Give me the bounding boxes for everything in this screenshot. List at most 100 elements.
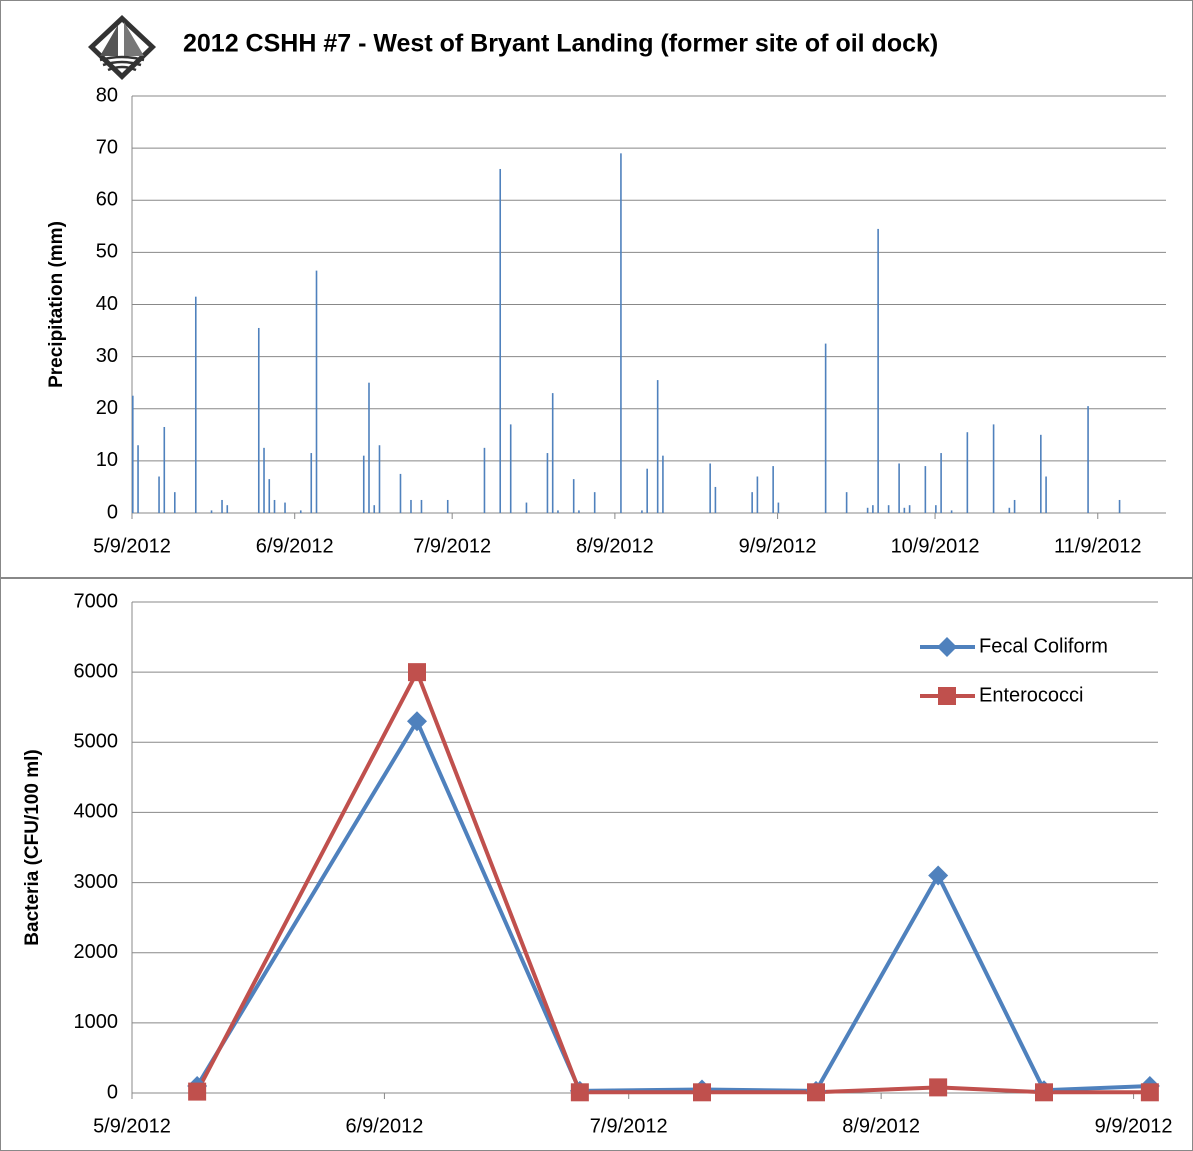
bar bbox=[420, 499, 423, 513]
bar bbox=[210, 510, 213, 513]
legend-marker bbox=[937, 637, 957, 657]
y-tick-label: 2000 bbox=[74, 941, 119, 963]
marker bbox=[807, 1083, 825, 1102]
bar bbox=[641, 510, 643, 513]
y-tick-label: 80 bbox=[96, 84, 118, 106]
x-tick-label: 10/9/2012 bbox=[891, 535, 980, 557]
y-tick-label: 20 bbox=[96, 397, 118, 419]
x-tick-label: 7/9/2012 bbox=[590, 1115, 668, 1137]
bar bbox=[903, 507, 906, 513]
y-tick-label: 6000 bbox=[74, 660, 119, 682]
y-tick-label: 1000 bbox=[74, 1011, 119, 1033]
bar bbox=[557, 510, 559, 513]
marker bbox=[408, 663, 426, 682]
panel-border bbox=[0, 0, 1193, 578]
bar bbox=[499, 168, 502, 513]
y-tick-label: 0 bbox=[107, 501, 118, 523]
bar bbox=[824, 343, 827, 513]
marker bbox=[693, 1083, 711, 1102]
y-tick-label: 40 bbox=[96, 293, 118, 315]
legend-marker bbox=[938, 687, 956, 705]
bar bbox=[132, 395, 134, 513]
bar bbox=[714, 486, 717, 513]
bar bbox=[966, 432, 969, 513]
bar bbox=[373, 505, 376, 513]
y-tick-label: 60 bbox=[96, 189, 118, 211]
bar bbox=[194, 296, 197, 513]
bar bbox=[378, 445, 381, 513]
bar bbox=[646, 468, 648, 513]
bar bbox=[924, 466, 927, 513]
x-tick-label: 5/9/2012 bbox=[93, 1115, 171, 1137]
bar bbox=[756, 476, 759, 513]
bar bbox=[173, 492, 176, 513]
x-tick-label: 9/9/2012 bbox=[739, 535, 817, 557]
legend-label: Enterococci bbox=[979, 684, 1084, 706]
bar bbox=[257, 327, 260, 513]
bar bbox=[872, 505, 874, 513]
bar bbox=[551, 393, 554, 513]
y-tick-label: 0 bbox=[107, 1081, 118, 1103]
bar bbox=[887, 505, 890, 513]
line bbox=[195, 716, 1150, 1093]
bar bbox=[751, 492, 753, 513]
bar bbox=[446, 499, 449, 513]
line bbox=[195, 667, 1150, 1095]
marker bbox=[570, 1083, 589, 1102]
panel-border bbox=[0, 578, 1193, 1151]
bar bbox=[362, 455, 365, 513]
bar bbox=[940, 453, 942, 513]
bar bbox=[898, 463, 900, 513]
bar bbox=[935, 505, 937, 513]
bar bbox=[226, 505, 229, 513]
x-tick-label: 7/9/2012 bbox=[413, 535, 491, 557]
y-tick-label: 4000 bbox=[74, 801, 119, 823]
bar bbox=[866, 507, 869, 513]
marker bbox=[188, 1082, 207, 1101]
x-tick-label: 6/9/2012 bbox=[256, 535, 334, 557]
bar bbox=[1087, 406, 1089, 513]
x-tick-label: 11/9/2012 bbox=[1054, 535, 1142, 557]
bar bbox=[163, 426, 166, 513]
bar bbox=[268, 479, 271, 513]
y-tick-label: 5000 bbox=[74, 731, 119, 753]
bar bbox=[908, 505, 911, 513]
bar bbox=[509, 424, 512, 513]
marker bbox=[1140, 1083, 1159, 1102]
bar bbox=[483, 447, 486, 513]
y-axis-label: Precipitation (mm) bbox=[46, 221, 67, 388]
y-tick-label: 3000 bbox=[74, 871, 119, 893]
bar bbox=[310, 453, 313, 513]
y-axis-label: Bacteria (CFU/100 ml) bbox=[22, 749, 43, 945]
marker bbox=[407, 711, 427, 732]
chart-title: 2012 CSHH #7 - West of Bryant Landing (f… bbox=[183, 30, 938, 58]
bar bbox=[578, 510, 580, 513]
bar bbox=[1040, 434, 1042, 513]
x-tick-label: 6/9/2012 bbox=[345, 1115, 423, 1137]
bar bbox=[221, 499, 223, 513]
y-tick-label: 70 bbox=[96, 136, 118, 158]
bar bbox=[992, 424, 995, 513]
x-tick-label: 5/9/2012 bbox=[93, 535, 171, 557]
bar bbox=[950, 510, 953, 513]
bar bbox=[1045, 476, 1047, 513]
bar bbox=[709, 463, 711, 513]
bar bbox=[572, 479, 575, 513]
bar bbox=[399, 473, 402, 513]
bar bbox=[299, 510, 302, 513]
bar bbox=[410, 499, 412, 513]
bar bbox=[593, 492, 596, 513]
y-tick-label: 10 bbox=[96, 449, 118, 471]
logo bbox=[88, 15, 156, 80]
bar bbox=[845, 492, 848, 513]
legend-label: Fecal Coliform bbox=[979, 635, 1108, 657]
bar bbox=[1013, 499, 1016, 513]
y-tick-label: 30 bbox=[96, 345, 118, 367]
marker bbox=[1035, 1083, 1053, 1102]
bar bbox=[1118, 499, 1121, 513]
marker bbox=[928, 865, 949, 886]
x-tick-label: 9/9/2012 bbox=[1095, 1115, 1173, 1137]
bar bbox=[772, 466, 774, 513]
bar bbox=[662, 455, 664, 513]
y-tick-label: 50 bbox=[96, 241, 118, 263]
